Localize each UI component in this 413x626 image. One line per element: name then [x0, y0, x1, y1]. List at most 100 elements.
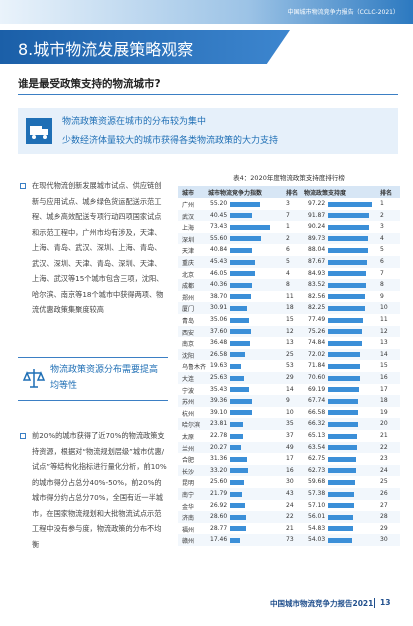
table-cell: 9: [380, 292, 384, 300]
table-cell: 13: [380, 339, 388, 347]
table-cell: 55.60: [210, 234, 228, 242]
table-cell: 广州: [182, 202, 195, 209]
support-bar: [328, 294, 366, 300]
highlight-line: 少数经济体量较大的城市获得各类物流政策的大力支持: [62, 136, 279, 146]
table-row: 济南 28.60 22 56.01 28: [178, 511, 400, 523]
table-cell: 59.68: [308, 478, 326, 486]
table-cell: 11: [380, 316, 388, 323]
support-bar: [328, 514, 354, 520]
table-row: 长沙 33.20 16 62.73 24: [178, 464, 400, 477]
table-cell: 82.56: [308, 292, 326, 300]
table-cell: 53: [286, 362, 294, 370]
table-cell: 28.77: [210, 524, 228, 532]
support-bar: [328, 259, 368, 265]
table-header: 城市 城市物流竞争力指数 排名 物流政策支持度 排名: [178, 186, 400, 198]
table-cell: 14: [380, 350, 388, 358]
table-cell: 17.46: [210, 536, 228, 544]
column-header: 排名: [286, 190, 299, 197]
index-bar: [230, 445, 242, 451]
support-bar: [328, 213, 370, 219]
table-cell: 19: [380, 408, 388, 416]
support-bar: [328, 526, 353, 532]
support-bar: [328, 224, 369, 230]
index-bar: [230, 387, 250, 393]
table-cell: 38.70: [210, 292, 228, 300]
table-cell: 29: [286, 374, 294, 381]
table-cell: 35.06: [210, 316, 228, 323]
table-cell: 31.36: [210, 455, 228, 463]
support-bar: [328, 282, 366, 288]
table-cell: 成都: [182, 283, 195, 291]
table-cell: 5: [286, 258, 290, 265]
table-cell: 南京: [182, 341, 195, 349]
table-cell: 昆明: [182, 480, 195, 488]
table-cell: 上海: [182, 225, 195, 233]
index-bar: [230, 329, 251, 335]
index-bar: [230, 213, 253, 219]
support-bar: [328, 329, 362, 335]
table-row: 昆明 25.60 30 59.68 25: [178, 476, 400, 488]
top-band: [0, 0, 413, 24]
table-cell: 13: [286, 339, 294, 347]
table-cell: 深圳: [182, 236, 195, 244]
table-cell: 济南: [182, 515, 195, 523]
table-row: 北京 46.05 4 84.93 7: [178, 267, 400, 280]
table-cell: 2: [286, 234, 290, 242]
table-cell: 30: [380, 536, 388, 544]
table-cell: 39.10: [210, 408, 228, 416]
table-cell: 43: [286, 490, 294, 497]
table-cell: 26.92: [210, 501, 228, 509]
table-cell: 62.75: [308, 455, 326, 463]
support-bar: [328, 271, 367, 277]
support-bar: [328, 468, 357, 474]
table-cell: 2: [380, 211, 384, 219]
table-cell: 26: [380, 490, 388, 497]
table-cell: 91.87: [308, 211, 326, 219]
table-row: 上海 73.43 1 90.24 3: [178, 221, 400, 233]
index-bar: [230, 363, 241, 369]
table-row: 武汉 40.45 7 91.87 2: [178, 209, 400, 222]
support-bar: [328, 201, 372, 207]
index-bar: [230, 398, 252, 404]
table-cell: 19.63: [210, 362, 228, 370]
table-row: 沈阳 26.58 25 72.02 14: [178, 348, 400, 361]
table-cell: 35.43: [210, 385, 228, 393]
table-cell: 28.60: [210, 513, 228, 521]
table-cell: 4: [286, 269, 290, 277]
table-cell: 10: [380, 304, 388, 312]
table-row: 哈尔滨 23.81 35 66.32 20: [178, 418, 400, 430]
table-cell: 62.73: [308, 466, 326, 474]
table-cell: 6: [380, 258, 384, 265]
table-row: 广州 55.20 3 97.22 1: [178, 198, 400, 210]
index-bar: [230, 514, 246, 520]
support-bar: [328, 503, 354, 509]
table-cell: 37: [286, 432, 294, 439]
table-cell: 重庆: [182, 260, 195, 267]
table-cell: 84.93: [308, 269, 326, 277]
table-cell: 8: [286, 281, 290, 289]
table-cell: 90.24: [308, 223, 326, 231]
table-cell: 88.04: [308, 246, 326, 254]
table-cell: 55.20: [210, 200, 228, 207]
table-row: 成都 40.36 8 83.52 8: [178, 279, 400, 291]
table-cell: 青岛: [182, 318, 195, 325]
index-bar: [230, 537, 240, 543]
index-bar: [230, 421, 244, 427]
title: 8.城市物流发展策略观察: [18, 40, 194, 59]
table-cell: 苏州: [182, 399, 195, 407]
table-cell: 39.36: [210, 397, 228, 405]
table-cell: 福州: [182, 526, 195, 534]
table-cell: 10: [286, 408, 294, 416]
table-row: 重庆 45.43 5 87.67 6: [178, 256, 400, 268]
table-cell: 22.78: [210, 432, 228, 439]
table-cell: 金华: [182, 503, 195, 511]
table-cell: 18: [286, 304, 294, 312]
table-cell: 30: [286, 478, 294, 486]
support-bar: [328, 410, 358, 416]
support-bar: [328, 445, 357, 451]
index-bar: [230, 375, 245, 381]
index-bar: [230, 468, 249, 474]
table-cell: 6: [286, 246, 290, 254]
table-row: 深圳 55.60 2 89.73 4: [178, 232, 400, 245]
